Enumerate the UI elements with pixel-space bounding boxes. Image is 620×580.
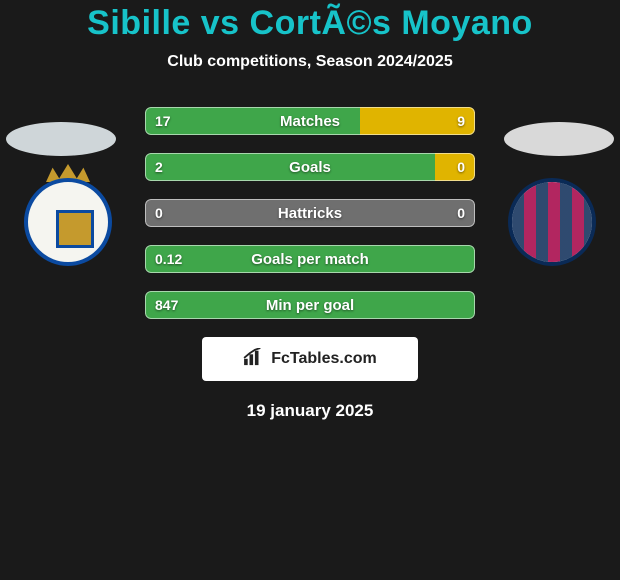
watermark: FcTables.com: [202, 337, 418, 381]
stat-row: 179Matches: [145, 107, 475, 135]
stat-row: 0.12Goals per match: [145, 245, 475, 273]
stat-row: 847Min per goal: [145, 291, 475, 319]
club-badge-right: [502, 172, 602, 272]
comparison-infographic: Sibille vs CortÃ©s Moyano Club competiti…: [0, 0, 620, 580]
bar-chart-icon: [243, 348, 265, 371]
club-badge-left: [18, 172, 118, 272]
stat-label: Min per goal: [145, 297, 475, 314]
stat-row: 20Goals: [145, 153, 475, 181]
footer-date: 19 january 2025: [0, 401, 620, 421]
watermark-text: FcTables.com: [271, 350, 377, 368]
club-crest-icon: [24, 178, 112, 266]
stat-bars: 179Matches 20Goals 00Hattricks 0.12Goals pe…: [145, 107, 475, 319]
stat-label: Goals per match: [145, 251, 475, 268]
page-title: Sibille vs CortÃ©s Moyano: [0, 4, 620, 43]
stat-label: Matches: [145, 113, 475, 130]
stat-label: Goals: [145, 159, 475, 176]
stat-label: Hattricks: [145, 205, 475, 222]
player-head-left: [6, 122, 116, 156]
subtitle: Club competitions, Season 2024/2025: [0, 53, 620, 71]
player-head-right: [504, 122, 614, 156]
stat-row: 00Hattricks: [145, 199, 475, 227]
club-crest-icon: [508, 178, 596, 266]
